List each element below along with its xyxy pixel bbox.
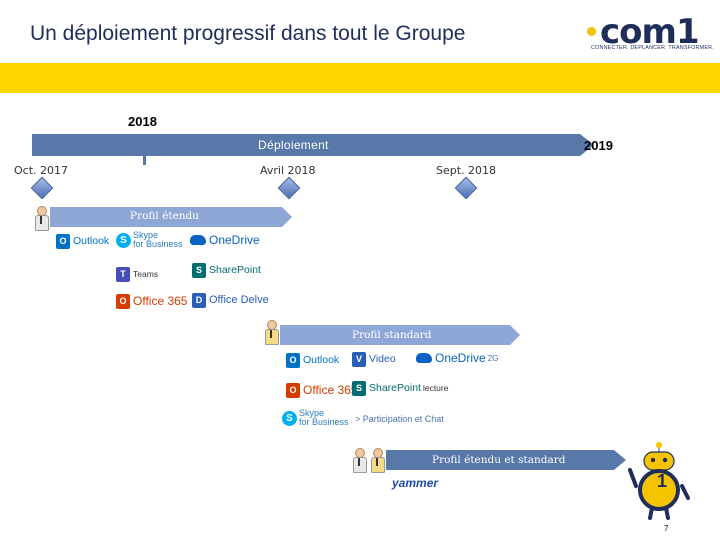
timeline-arrow: [32, 134, 594, 156]
skype-icon: S: [116, 232, 131, 248]
timeline-label: Déploiement: [258, 138, 329, 152]
year-end: 2019: [584, 138, 613, 153]
app-name: Office 365: [303, 383, 358, 397]
office365-icon: O: [286, 382, 300, 398]
page-number: 7: [664, 524, 669, 533]
app-name: OneDrive: [435, 351, 486, 365]
milestone-date: Sept. 2018: [436, 164, 497, 177]
teams-icon: T: [116, 266, 130, 282]
onedrive-app: OneDrive 2G: [416, 349, 498, 367]
delve-icon: D: [192, 292, 206, 308]
skype-icon: S: [282, 410, 297, 426]
person-icon: [370, 448, 385, 473]
profile-label: Profil standard: [352, 329, 432, 341]
app-name: Office Delve: [209, 293, 269, 306]
diamond-icon: [30, 176, 54, 200]
onedrive-app: OneDrive: [190, 231, 260, 249]
sharepoint-app: S SharePoint lecture: [352, 379, 448, 397]
outlook-icon: O: [56, 233, 70, 249]
onedrive-icon: [190, 235, 206, 245]
sharepoint-app: S SharePoint: [192, 261, 261, 279]
mascot-label: 1: [656, 471, 667, 491]
office365-app: O Office 365: [116, 292, 187, 310]
profile-bar-both: [386, 450, 626, 470]
video-icon: V: [352, 351, 366, 367]
app-name: SharePoint: [369, 381, 421, 394]
app-name: OneDrive: [209, 233, 260, 247]
app-name: Outlook: [303, 353, 340, 366]
onedrive-icon: [416, 353, 432, 363]
logo: com1: [600, 12, 700, 52]
person-icon: [34, 206, 49, 231]
profile-bar-extended: [50, 207, 292, 227]
timeline-tick: [143, 156, 146, 165]
page-title: Un déploiement progressif dans tout le G…: [30, 22, 466, 45]
app-name: Office 365: [133, 294, 188, 308]
skype-app: S Skype for Business: [282, 409, 349, 427]
app-name: Video: [369, 352, 396, 365]
profile-label: Profil étendu et standard: [432, 454, 566, 466]
app-name: Teams: [133, 268, 159, 279]
accent-band: [0, 63, 720, 93]
app-note: lecture: [422, 383, 449, 393]
profile-bar-standard: [280, 325, 520, 345]
sharepoint-icon: S: [352, 380, 366, 396]
delve-app: D Office Delve: [192, 291, 269, 309]
logo-tagline: CONNECTER. DEPLANCER. TRANSFORMER.: [591, 45, 714, 51]
year-start: 2018: [128, 114, 157, 129]
app-name: SharePoint: [209, 263, 261, 276]
person-icon: [352, 448, 367, 473]
teams-app: T Teams: [116, 265, 158, 283]
skype-app: S Skype for Business: [116, 231, 183, 249]
diamond-icon: [277, 176, 301, 200]
mascot-icon: [628, 442, 690, 520]
skype-note: > Participation et Chat: [355, 414, 444, 424]
milestone-date: Avril 2018: [260, 164, 316, 177]
app-note: 2G: [487, 353, 499, 363]
logo-dot: [587, 27, 596, 36]
video-app: V Video: [352, 350, 396, 368]
diamond-icon: [454, 176, 478, 200]
sharepoint-icon: S: [192, 262, 206, 278]
outlook-icon: O: [286, 352, 300, 368]
outlook-app: O Outlook: [56, 232, 109, 250]
app-name-line1: Skype: [133, 230, 159, 240]
outlook-app: O Outlook: [286, 351, 339, 369]
app-name-line2: for Business: [299, 417, 349, 427]
app-name: Outlook: [73, 234, 110, 247]
app-name-line1: Skype: [299, 408, 325, 418]
office365-icon: O: [116, 293, 130, 309]
milestone-date: Oct. 2017: [14, 164, 69, 177]
profile-label: Profil étendu: [130, 210, 199, 222]
office365-app: O Office 365: [286, 381, 357, 399]
app-name-line2: for Business: [133, 239, 183, 249]
person-icon: [264, 320, 279, 345]
yammer-icon: yammer: [392, 476, 439, 490]
yammer-app: yammer: [392, 474, 438, 492]
